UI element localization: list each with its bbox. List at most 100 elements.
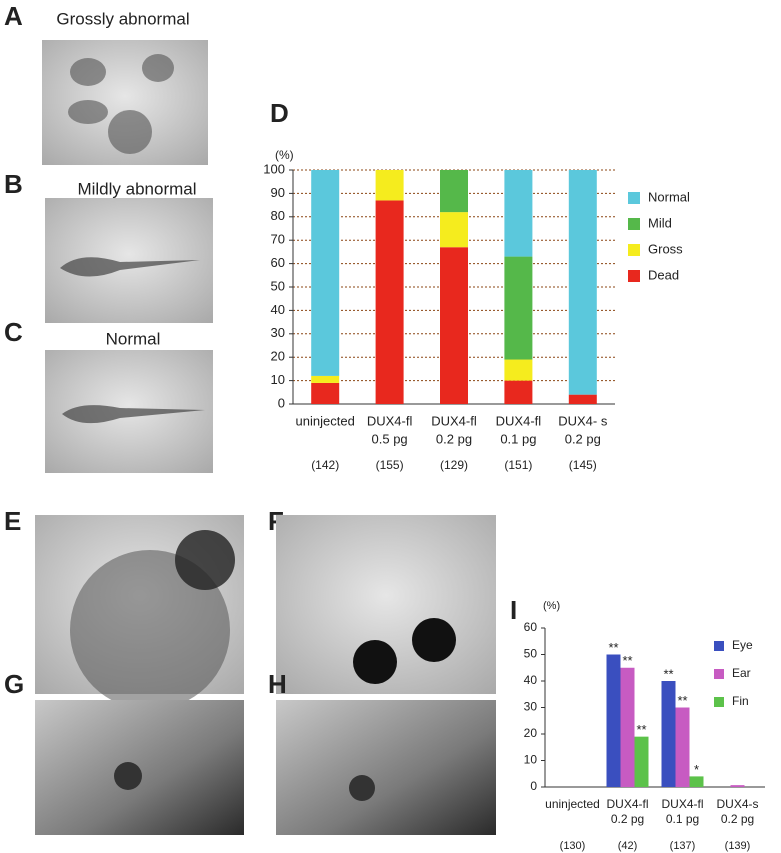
legend-swatch [714,669,724,679]
panel-label: D [270,98,289,128]
legend-label: Gross [648,241,683,256]
y-tick-label: 30 [271,325,285,340]
eye [412,618,456,662]
legend-label: Mild [648,215,672,230]
x-tick-label: 0.2 pg [611,812,644,826]
panel-label: A [4,1,23,31]
photo [276,700,496,835]
otolith [114,762,142,790]
legend-label: Ear [732,666,751,680]
sample-count: (42) [618,840,638,852]
bar-segment [568,170,597,395]
y-tick-label: 80 [271,208,285,223]
bar [730,785,745,787]
y-tick-label: 60 [524,620,538,634]
y-unit: (%) [543,600,560,612]
significance: ** [636,722,646,737]
x-tick-label: 0.2 pg [565,431,601,446]
panel-label: G [4,669,24,699]
x-tick-label: 0.2 pg [721,812,754,826]
sample-count: (155) [376,458,404,472]
bar-segment [504,256,533,360]
bar-segment [375,170,404,201]
x-tick-label: 0.1 pg [666,812,699,826]
significance: ** [663,666,673,681]
legend-label: Dead [648,267,679,282]
bar-segment [504,359,533,381]
y-tick-label: 70 [271,232,285,247]
otolith [349,775,375,801]
panel-label: C [4,317,23,347]
x-tick-label: 0.1 pg [500,431,536,446]
sample-count: (142) [311,458,339,472]
y-tick-label: 40 [271,302,285,317]
embryos [68,54,174,154]
y-tick-label: 20 [271,349,285,364]
sample-count: (139) [725,840,751,852]
legend-swatch [628,218,640,230]
bar [620,667,635,787]
photo [35,700,244,835]
y-tick-label: 20 [524,726,538,740]
sample-count: (130) [560,840,586,852]
x-tick-label: 0.2 pg [436,431,472,446]
significance: ** [622,653,632,668]
bar-segment [504,380,533,404]
x-tick-label: uninjected [296,413,355,428]
y-tick-label: 90 [271,185,285,200]
y-tick-label: 50 [524,647,538,661]
legend-swatch [714,641,724,651]
legend-label: Eye [732,638,753,652]
legend-label: Fin [732,694,749,708]
panel-label: I [510,595,517,625]
x-tick-label: DUX4- s [558,413,608,428]
x-tick-label: uninjected [545,797,600,811]
larva [62,405,205,424]
bar-segment [311,382,340,404]
x-tick-label: DUX4-fl [496,413,542,428]
y-tick-label: 100 [263,161,285,176]
y-unit: (%) [275,148,294,162]
significance: ** [608,640,618,655]
y-tick-label: 50 [271,278,285,293]
x-tick-label: DUX4-fl [661,797,703,811]
legend-swatch [628,270,640,282]
panel-caption: Normal [106,329,161,348]
legend-swatch [714,697,724,707]
eye [175,530,235,590]
bar-segment [311,375,340,383]
y-tick-label: 40 [524,673,538,687]
bar-segment [440,247,468,404]
y-tick-label: 0 [278,395,285,410]
bar-segment [311,170,340,376]
x-tick-label: DUX4-fl [367,413,413,428]
y-tick-label: 10 [271,372,285,387]
sample-count: (137) [670,840,696,852]
legend-label: Normal [648,189,690,204]
x-tick-label: DUX4-fl [431,413,477,428]
bar-segment [375,200,404,404]
eye [353,640,397,684]
bar [689,776,704,787]
sample-count: (129) [440,458,468,472]
bar [606,654,621,787]
y-tick-label: 0 [530,779,537,793]
bar [634,736,649,787]
y-tick-label: 60 [271,255,285,270]
sample-count: (145) [569,458,597,472]
embryo [70,550,230,710]
legend-swatch [628,192,640,204]
y-tick-label: 10 [524,753,538,767]
x-tick-label: DUX4-s [716,797,758,811]
panel-label: B [4,169,23,199]
panel-label: H [268,669,287,699]
larva [60,257,200,277]
panel-caption: Mildly abnormal [77,179,196,198]
x-tick-label: DUX4-fl [606,797,648,811]
legend-swatch [628,244,640,256]
bar-segment [568,394,597,404]
sample-count: (151) [504,458,532,472]
bar [675,707,690,787]
bar-segment [440,170,468,213]
significance: ** [677,693,687,708]
